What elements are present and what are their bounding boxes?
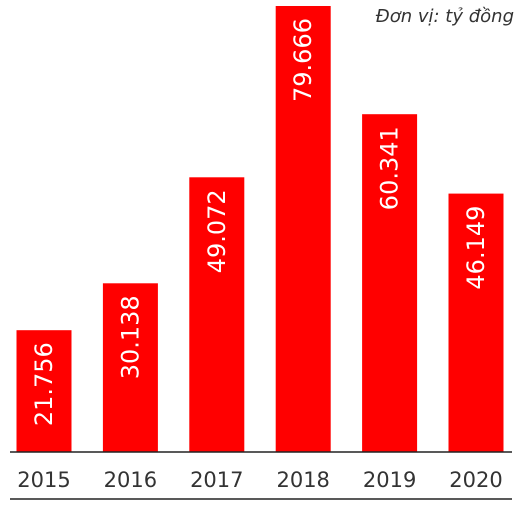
x-tick-label-2015: 2015 — [17, 468, 70, 492]
value-label-2018: 79.666 — [289, 18, 317, 102]
x-tick-labels-group: 2015 2016 2017 2018 2019 2020 — [17, 468, 502, 492]
value-label-2015: 21.756 — [30, 342, 58, 426]
x-tick-label-2018: 2018 — [276, 468, 329, 492]
x-tick-label-2020: 2020 — [449, 468, 502, 492]
value-labels-group: 21.756 30.138 49.072 79.666 60.341 46.149 — [30, 18, 490, 426]
x-tick-label-2016: 2016 — [104, 468, 157, 492]
bars-group — [17, 6, 504, 452]
x-tick-label-2017: 2017 — [190, 468, 243, 492]
value-label-2020: 46.149 — [462, 206, 490, 290]
x-tick-label-2019: 2019 — [363, 468, 416, 492]
value-label-2016: 30.138 — [116, 295, 144, 379]
value-label-2019: 60.341 — [376, 126, 404, 210]
value-label-2017: 49.072 — [203, 189, 231, 273]
